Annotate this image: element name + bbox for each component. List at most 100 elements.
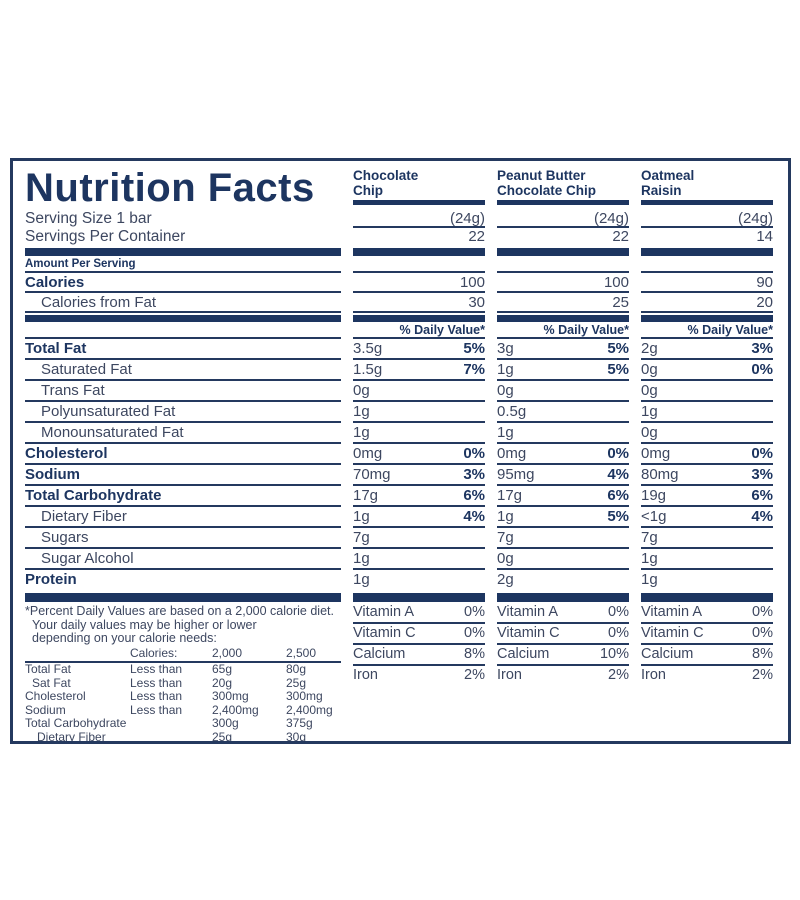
calories-header: Calories: — [130, 645, 178, 660]
vitamin-row: Calcium 8% — [641, 645, 773, 666]
daily-value-percent: 5% — [607, 340, 629, 357]
nutrient-row: Sugars 7g 7g 7g — [25, 528, 776, 549]
daily-value-percent: 3% — [751, 340, 773, 357]
calories-value: 90 — [641, 273, 773, 293]
amount-value: 0g — [497, 382, 514, 399]
vitamin-value: 8% — [464, 646, 485, 662]
divider-bar — [641, 200, 773, 205]
vitamin-value: 8% — [752, 646, 773, 662]
footnote-and-vitamins: *Percent Daily Values are based on a 2,0… — [25, 603, 776, 744]
footnote-line: depending on your calorie needs: — [32, 631, 217, 645]
divider-bar — [353, 200, 485, 205]
reference-value-2000: 25g — [212, 730, 233, 744]
amount-value: 0g — [641, 382, 658, 399]
nutrient-cell: 1g — [497, 423, 629, 444]
vitamin-row: Iron 2% — [641, 666, 773, 687]
daily-value-percent: 0% — [751, 361, 773, 378]
nutrient-label: Total Carbohydrate — [25, 486, 341, 507]
amount-value: 0g — [353, 382, 370, 399]
reference-table-row: Sat Fat Less than 20g 25g — [25, 675, 341, 691]
amount-value: 0mg — [497, 445, 527, 462]
nutrient-label: Saturated Fat — [25, 360, 341, 381]
daily-value-percent: 3% — [463, 466, 485, 483]
nutrient-cell: 0g — [353, 381, 485, 402]
amount-value: 1g — [353, 403, 370, 420]
calories-from-fat-label: Calories from Fat — [25, 293, 341, 313]
reference-table-row: Sodium Less than 2,400mg 2,400mg — [25, 703, 341, 718]
section-divider-bar — [25, 593, 776, 602]
serving-size-row: Serving Size 1 bar (24g) (24g) (24g) — [25, 210, 776, 228]
nutrition-facts-label: Nutrition Facts Chocolate Chip Peanut Bu… — [10, 158, 791, 744]
daily-value-percent: 5% — [607, 508, 629, 525]
vitamin-column-peanut-butter-chocolate-chip: Vitamin A 0% Vitamin C 0% Calcium 10% Ir… — [497, 603, 629, 741]
reference-qualifier — [130, 731, 212, 741]
amount-value: 95mg — [497, 466, 535, 483]
vitamin-label: Calcium — [497, 646, 550, 662]
nutrient-label: Monounsaturated Fat — [25, 423, 341, 444]
nutrient-cell: 1g — [353, 570, 485, 591]
product-column-chocolate-chip: Chocolate Chip — [353, 167, 485, 205]
vitamin-row: Iron 2% — [353, 666, 485, 687]
servings-per-container-value: 14 — [756, 228, 773, 245]
amount-value: 1.5g — [353, 361, 383, 378]
calories-label: Calories — [25, 273, 341, 293]
nutrient-cell: 2g — [497, 570, 629, 591]
serving-size-label: Serving Size 1 bar — [25, 210, 152, 227]
nutrient-cell: 70mg 3% — [353, 465, 485, 486]
vitamin-label: Vitamin A — [353, 604, 414, 620]
vitamin-value: 0% — [752, 625, 773, 641]
nutrient-cell: 0g — [497, 549, 629, 570]
daily-value-header: % Daily Value* — [497, 323, 629, 339]
reference-table-row: Total Carbohydrate 300g 375g — [25, 717, 341, 731]
nutrient-row: Total Fat 3.5g 5% 3g 5% 2g 3% — [25, 339, 776, 360]
nutrient-cell: 1.5g 7% — [353, 360, 485, 381]
daily-value-percent: 4% — [463, 508, 485, 525]
vitamin-value: 2% — [752, 667, 773, 683]
vitamin-row: Vitamin C 0% — [641, 624, 773, 645]
vitamin-label: Vitamin A — [497, 604, 558, 620]
amount-value: 3.5g — [353, 340, 383, 357]
calories-from-fat-row: Calories from Fat 30 25 20 — [25, 293, 776, 313]
nutrient-cell: 80mg 3% — [641, 465, 773, 486]
daily-value-header: % Daily Value* — [641, 323, 773, 339]
nutrient-cell: 0g 0% — [641, 360, 773, 381]
vitamin-column-oatmeal-raisin: Vitamin A 0% Vitamin C 0% Calcium 8% Iro… — [641, 603, 773, 741]
nutrient-cell: 19g 6% — [641, 486, 773, 507]
amount-value: 17g — [353, 487, 379, 504]
vitamin-row: Vitamin A 0% — [353, 603, 485, 624]
amount-value: 7g — [641, 529, 658, 546]
nutrient-cell: 1g 5% — [497, 507, 629, 528]
calories-from-fat-value: 20 — [641, 293, 773, 313]
nutrient-table: Total Fat 3.5g 5% 3g 5% 2g 3% Saturated … — [25, 339, 776, 591]
reference-qualifier: Less than — [130, 675, 183, 690]
reference-table-row: Total Fat Less than 65g 80g — [25, 662, 341, 677]
nutrient-cell: 1g 5% — [497, 360, 629, 381]
nutrient-label: Trans Fat — [25, 381, 341, 402]
vitamin-value: 0% — [608, 604, 629, 620]
vitamin-label: Calcium — [641, 646, 694, 662]
vitamin-row: Vitamin A 0% — [497, 603, 629, 624]
product-name: Peanut Butter Chocolate Chip — [497, 168, 597, 198]
nutrient-cell: 1g — [353, 402, 485, 423]
vitamin-value: 2% — [608, 667, 629, 683]
nutrient-label: Protein — [25, 571, 77, 588]
daily-value-percent: 0% — [751, 445, 773, 462]
daily-value-percent: 7% — [463, 361, 485, 378]
nutrient-cell: 7g — [497, 528, 629, 549]
amount-value: 3g — [497, 340, 514, 357]
nutrient-row: Trans Fat 0g 0g 0g — [25, 381, 776, 402]
nutrient-row: Total Carbohydrate 17g 6% 17g 6% 19g 6% — [25, 486, 776, 507]
nutrient-label: Total Fat — [25, 339, 341, 360]
amount-value: 0g — [641, 361, 658, 378]
daily-value-percent: 5% — [607, 361, 629, 378]
amount-value: 17g — [497, 487, 523, 504]
label-header: Nutrition Facts Chocolate Chip Peanut Bu… — [25, 167, 776, 209]
amount-value: 1g — [353, 550, 370, 567]
calories-2000-header: 2,000 — [212, 645, 243, 660]
amount-value: 0g — [497, 550, 514, 567]
reference-nutrient: Total Carbohydrate — [25, 716, 127, 731]
vitamin-label: Vitamin C — [641, 625, 704, 641]
footnote-line: Your daily values may be higher or lower — [32, 617, 257, 632]
daily-value-percent: 6% — [751, 487, 773, 504]
footnote-line: *Percent Daily Values are based on a 2,0… — [25, 604, 334, 618]
